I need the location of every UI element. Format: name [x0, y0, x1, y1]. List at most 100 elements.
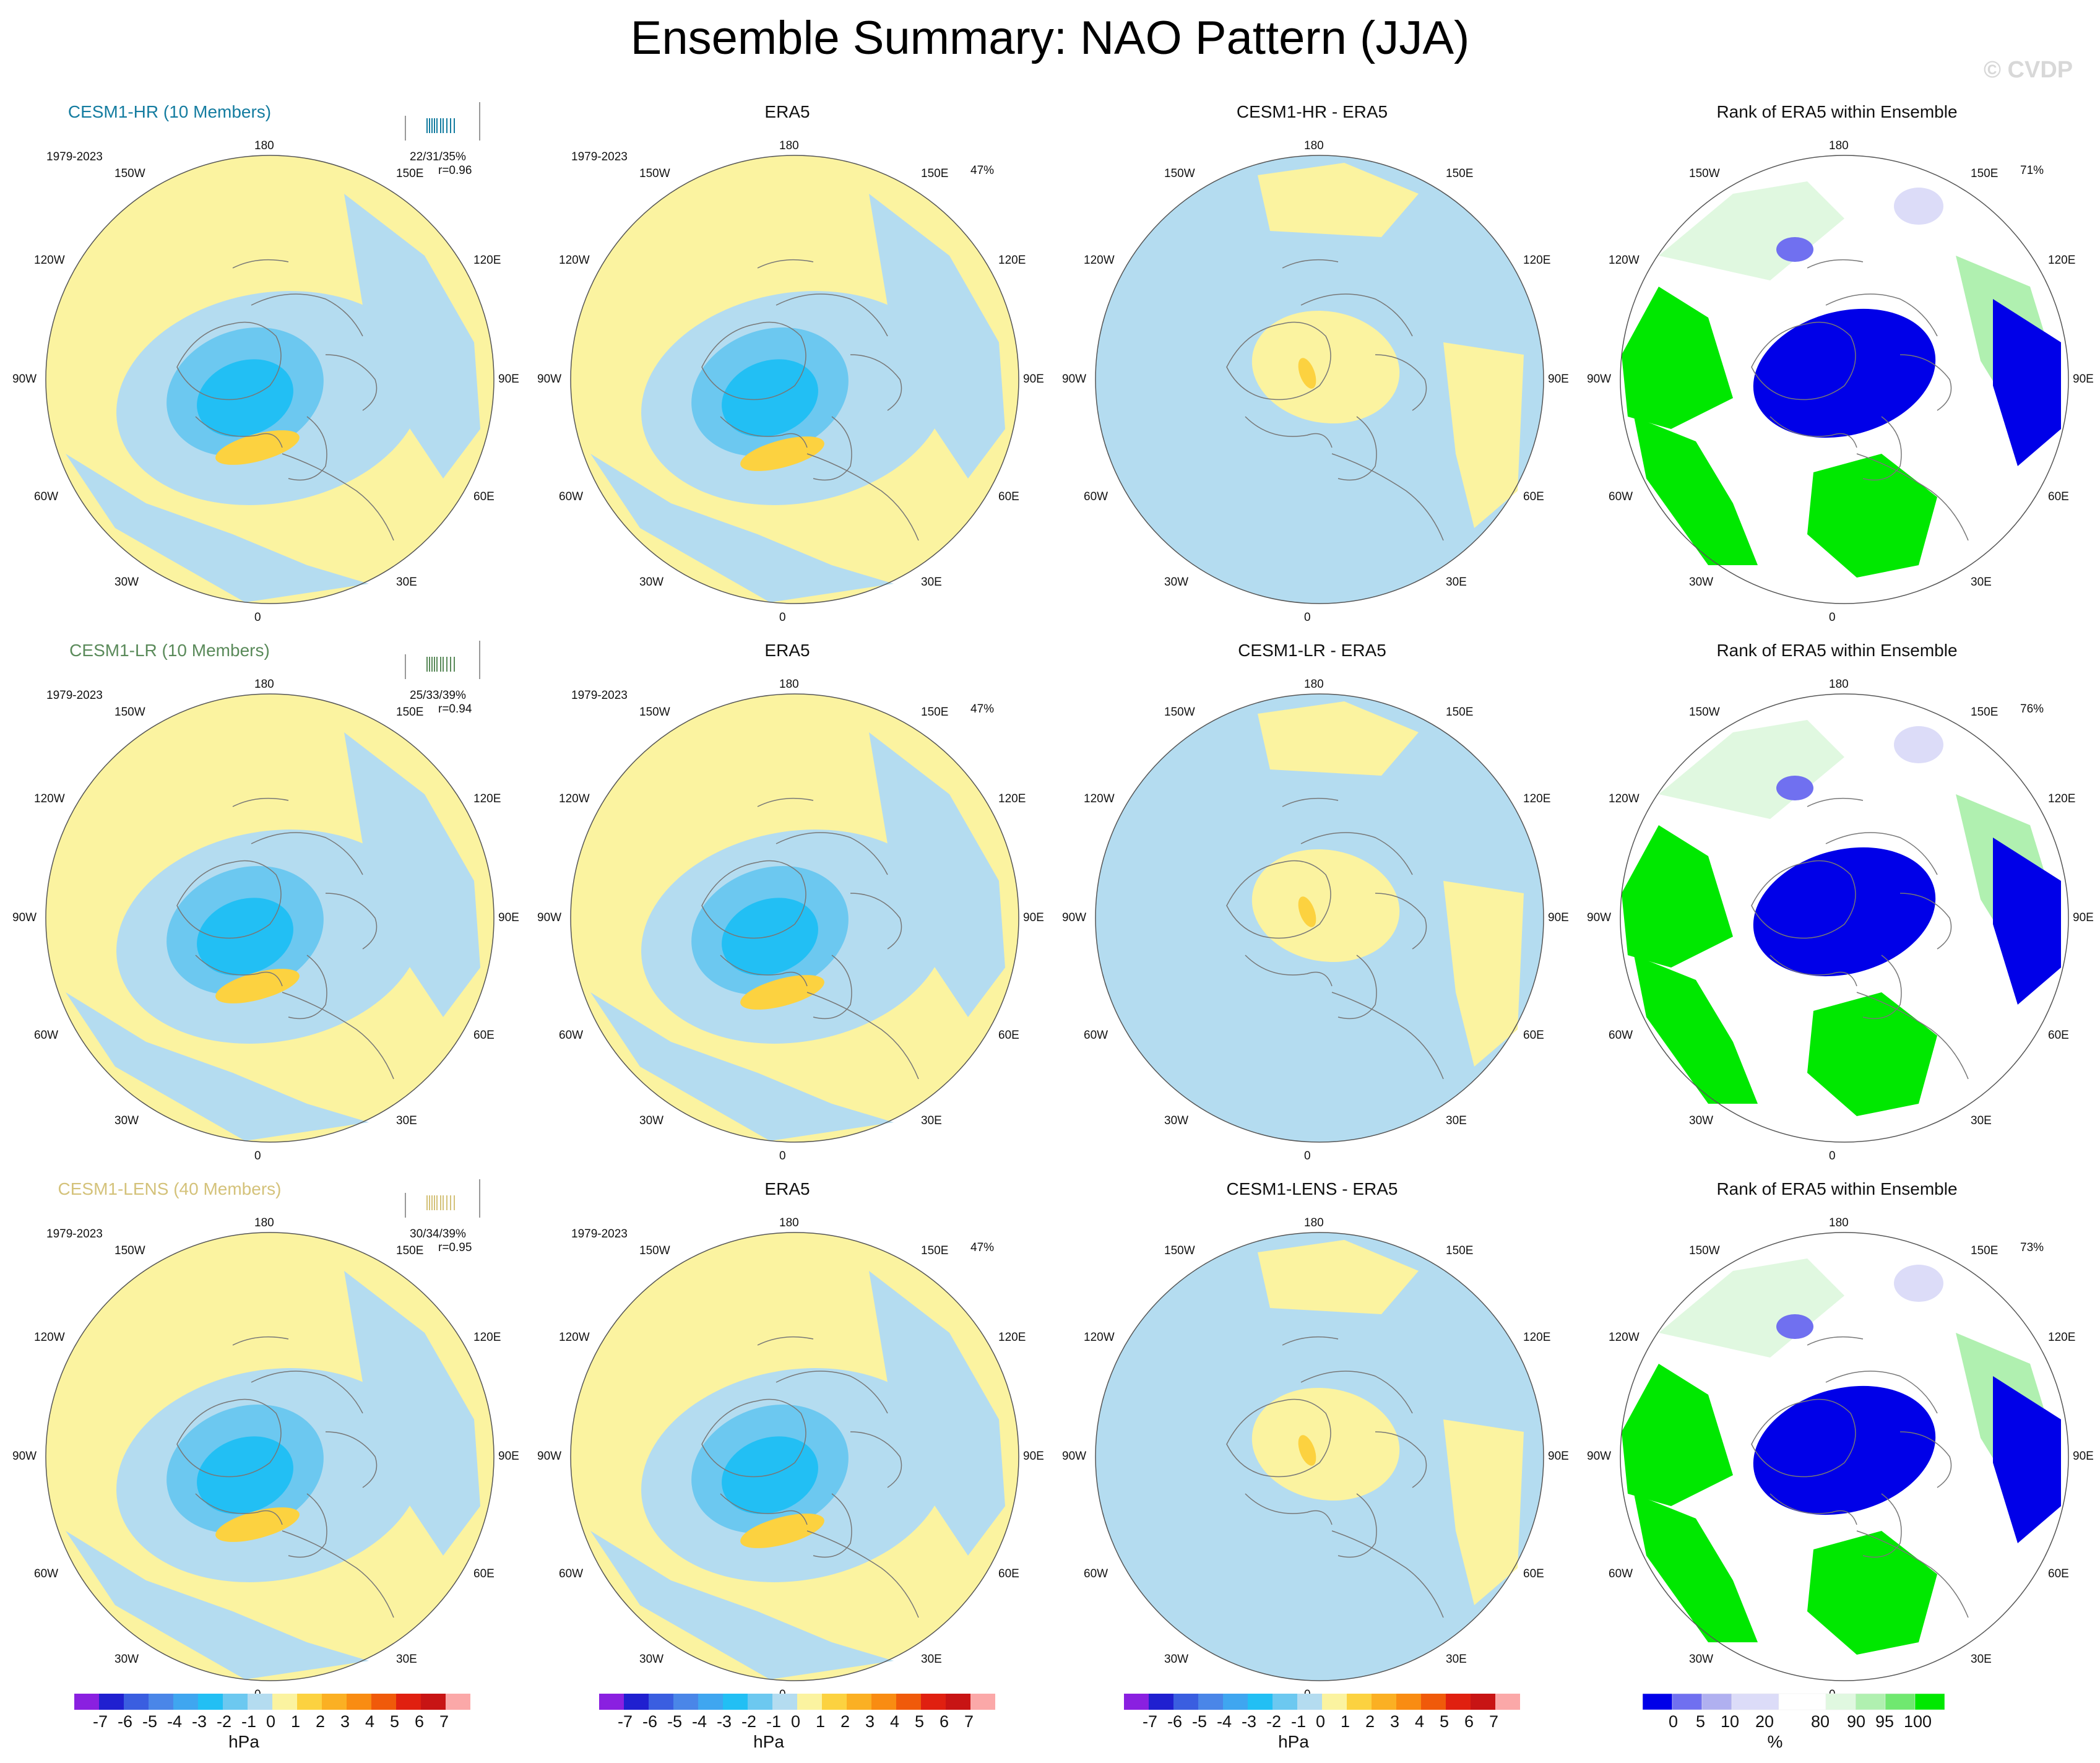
- colorbar-tick-label: -5: [142, 1712, 158, 1731]
- positive-anomaly-core: [740, 436, 824, 471]
- colorbar-swatch: [1825, 1693, 1856, 1710]
- longitude-label: 30W: [1689, 1653, 1714, 1666]
- coastline: [1825, 293, 1938, 337]
- colorbar-swatch: [421, 1694, 446, 1710]
- ensemble-stats: 25/33/39%: [410, 689, 466, 702]
- colorbar-tick-label: -6: [118, 1712, 133, 1731]
- colorbar-tick-label: 7: [964, 1712, 974, 1731]
- ensemble-stats: 22/31/35%: [410, 150, 466, 163]
- colorbar-tick-label: 3: [340, 1712, 350, 1731]
- colorbar-swatch: [871, 1694, 896, 1710]
- colorbar-tick-label: -7: [93, 1712, 108, 1731]
- longitude-label: 120E: [473, 1331, 501, 1344]
- map-panel-diff: CESM1-LR - ERA5 180 0 150W 150E 120W 120E 90W 90…: [1050, 641, 1575, 1179]
- pattern-colorbar: -7 -6 -5 -4 -3 -2 -1 0 1 2 3 4 5 6 7 hPa: [0, 1690, 525, 1758]
- colorbar-swatch: [1471, 1694, 1495, 1710]
- colorbar-swatch: [599, 1694, 624, 1710]
- coastline: [1807, 1336, 1864, 1346]
- colorbar-tick-label: 6: [940, 1712, 949, 1731]
- map-svg: [1095, 155, 1544, 604]
- coastline: [282, 1530, 394, 1618]
- longitude-label: 90W: [12, 1450, 37, 1463]
- longitude-label: 90E: [1023, 1450, 1044, 1463]
- positive-difference-region: [1251, 849, 1400, 963]
- longitude-label: 150W: [639, 1244, 670, 1257]
- longitude-label: 60E: [1523, 1029, 1544, 1042]
- member-tick-strip: [405, 102, 480, 141]
- longitude-label: 120W: [559, 254, 590, 267]
- map-svg: [1620, 693, 2069, 1143]
- colorbar-tick-label: 6: [415, 1712, 425, 1731]
- longitude-label: 120E: [998, 254, 1026, 267]
- longitude-label: 60W: [1084, 1029, 1108, 1042]
- colorbar-tick-label: 2: [1365, 1712, 1375, 1731]
- map-boundary: [45, 155, 495, 604]
- colorbar-tick-label: -2: [1266, 1712, 1282, 1731]
- panel-title: CESM1-LENS - ERA5: [1226, 1179, 1398, 1198]
- longitude-label: 90E: [498, 1450, 519, 1463]
- colorbar-swatch: [1885, 1693, 1916, 1710]
- longitude-label: 120E: [473, 792, 501, 805]
- coastline: [776, 293, 888, 337]
- rank-low-region: [1776, 237, 1813, 262]
- coastline: [1226, 1398, 1331, 1478]
- positive-difference-region: [1251, 1387, 1400, 1501]
- colorbar-tick-label: -5: [667, 1712, 683, 1731]
- longitude-label: 30W: [115, 576, 139, 589]
- colorbar-tick-label: 5: [390, 1712, 400, 1731]
- longitude-label: 150W: [1164, 706, 1195, 719]
- rank-high-region: [1634, 1494, 1758, 1642]
- coastline: [850, 1431, 902, 1488]
- longitude-label: 60W: [1609, 1567, 1633, 1580]
- rank-low-region: [1894, 188, 1943, 225]
- longitude-label: 0: [1304, 611, 1311, 624]
- longitude-label: 90E: [1023, 373, 1044, 386]
- positive-anomaly-core: [215, 969, 300, 1003]
- longitude-label: 90W: [1062, 373, 1087, 386]
- longitude-label: 60W: [559, 1029, 584, 1042]
- longitude-label: 150E: [1446, 1244, 1474, 1257]
- longitude-label: 60E: [2048, 490, 2069, 503]
- panel-title: CESM1-LR - ERA5: [1238, 641, 1386, 660]
- longitude-label: 0: [254, 611, 261, 624]
- longitude-label: 90E: [2073, 1450, 2094, 1463]
- colorbar-swatch: [723, 1694, 748, 1710]
- longitude-label: 90W: [1062, 1450, 1087, 1463]
- colorbar-tick-label: -1: [241, 1712, 257, 1731]
- longitude-label: 150E: [921, 706, 949, 719]
- colorbar-tick-label: 0: [1316, 1712, 1326, 1731]
- coastline: [1769, 416, 1857, 448]
- longitude-label: 180: [254, 139, 274, 152]
- map-panel-obs: ERA5 180 0 150W 150E 120W 120E 90W 90E 60W 60E 30W 3…: [525, 641, 1050, 1179]
- coastline: [1807, 797, 1864, 807]
- longitude-label: 60W: [34, 490, 59, 503]
- coastline: [1807, 259, 1864, 269]
- longitude-label: 90W: [1062, 911, 1087, 924]
- rank-low-region: [1776, 776, 1813, 800]
- colorbar-tick-label: -3: [192, 1712, 207, 1731]
- coastline: [1282, 259, 1339, 269]
- longitude-label: 60W: [34, 1567, 59, 1580]
- colorbar-tick-label: 1: [1341, 1712, 1350, 1731]
- colorbar-swatch: [396, 1694, 421, 1710]
- coastline: [176, 860, 282, 939]
- colorbar-tick-label: 6: [1464, 1712, 1474, 1731]
- positive-difference-peak: [1298, 896, 1316, 927]
- coastline: [1751, 1398, 1856, 1478]
- rank-low-region: [1993, 838, 2061, 1005]
- map-boundary: [1620, 693, 2069, 1143]
- longitude-label: 60E: [1523, 490, 1544, 503]
- coastline: [176, 1398, 282, 1478]
- map-svg: [45, 1179, 495, 1681]
- longitude-label: 150W: [115, 706, 145, 719]
- colorbar-swatch: [1297, 1694, 1322, 1710]
- rank-low-region: [1993, 299, 2061, 466]
- variance-explained: 47%: [970, 164, 995, 177]
- longitude-label: 180: [1829, 139, 1849, 152]
- negative-anomaly-region: [66, 1531, 369, 1679]
- coastline: [195, 955, 283, 987]
- colorbar-swatch: [1914, 1693, 1945, 1710]
- coastline: [806, 1530, 919, 1618]
- longitude-label: 30W: [115, 1653, 139, 1666]
- negative-anomaly-region: [344, 1271, 480, 1556]
